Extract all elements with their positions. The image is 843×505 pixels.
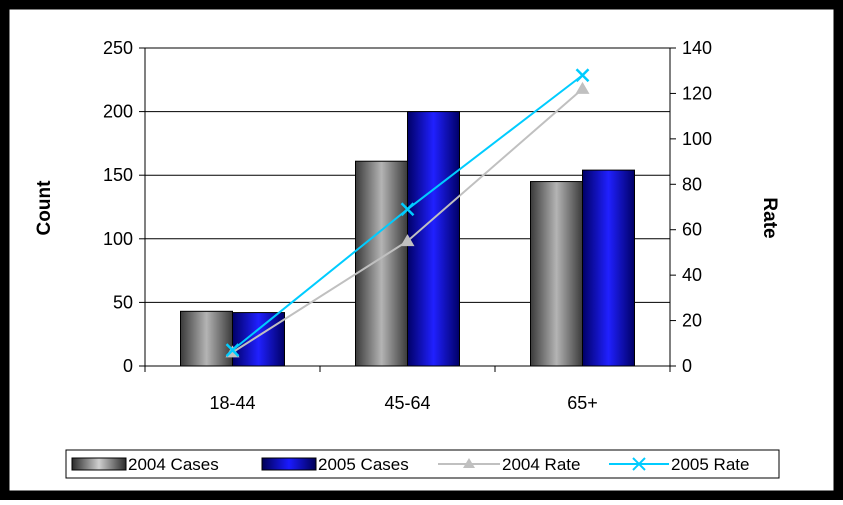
y-tick-label-right: 20: [682, 311, 702, 331]
legend: 2004 Cases 2005 Cases 2004 Rate 2005 Rat…: [65, 449, 780, 479]
y-tick-label-left: 200: [103, 102, 133, 122]
legend-label-2005-rate: 2005 Rate: [671, 455, 749, 474]
x-tick-label-18-44: 18-44: [209, 393, 255, 413]
tick-labels: 0 50 100 150 200 250 0 20 40 60 80 100 120 140 18-44 45…: [103, 38, 712, 413]
y-axis-title-left: Count: [34, 180, 55, 236]
legend-label-2004-rate: 2004 Rate: [502, 455, 580, 474]
legend-marker-2004-rate: [463, 458, 475, 468]
axes: [139, 47, 676, 372]
legend-label-2005-cases: 2005 Cases: [318, 455, 409, 474]
y-tick-label-right: 60: [682, 220, 702, 240]
legend-swatch-2004-cases: [71, 457, 127, 471]
y-tick-label-left: 250: [103, 38, 133, 58]
bar-2004-cases-45-64: [355, 160, 408, 367]
y-tick-label-left: 150: [103, 165, 133, 185]
y-tick-label-right: 140: [682, 38, 712, 58]
rate-lines: [225, 68, 590, 358]
y-tick-label-left: 50: [113, 292, 133, 312]
bars: [180, 111, 635, 367]
point-2005-rate-18-44: [225, 343, 240, 357]
y-tick-label-left: 0: [123, 356, 133, 376]
y-axis-title-right: Rate: [759, 197, 780, 238]
legend-label-2004-cases: 2004 Cases: [128, 455, 219, 474]
bar-2005-cases-65+: [582, 169, 635, 367]
point-2005-rate-45-64: [400, 202, 415, 217]
y-tick-label-right: 0: [682, 356, 692, 376]
y-tick-label-left: 100: [103, 229, 133, 249]
bar-2005-cases-18-44: [232, 312, 285, 367]
y-tick-label-right: 100: [682, 129, 712, 149]
x-tick-label-45-64: 45-64: [384, 393, 430, 413]
y-tick-label-right: 80: [682, 174, 702, 194]
bar-2004-cases-18-44: [180, 310, 233, 367]
legend-marker-2005-rate: [632, 457, 646, 471]
bar-2004-cases-65+: [530, 181, 583, 367]
point-2005-rate-65+: [575, 68, 590, 83]
x-tick-label-65+: 65+: [567, 393, 598, 413]
y-tick-label-right: 120: [682, 83, 712, 103]
bar-2005-cases-45-64: [407, 111, 460, 367]
y-tick-label-right: 40: [682, 265, 702, 285]
point-2004-rate-65+: [575, 81, 590, 94]
point-2004-rate-45-64: [400, 234, 415, 247]
legend-swatch-2005-cases: [261, 457, 317, 471]
